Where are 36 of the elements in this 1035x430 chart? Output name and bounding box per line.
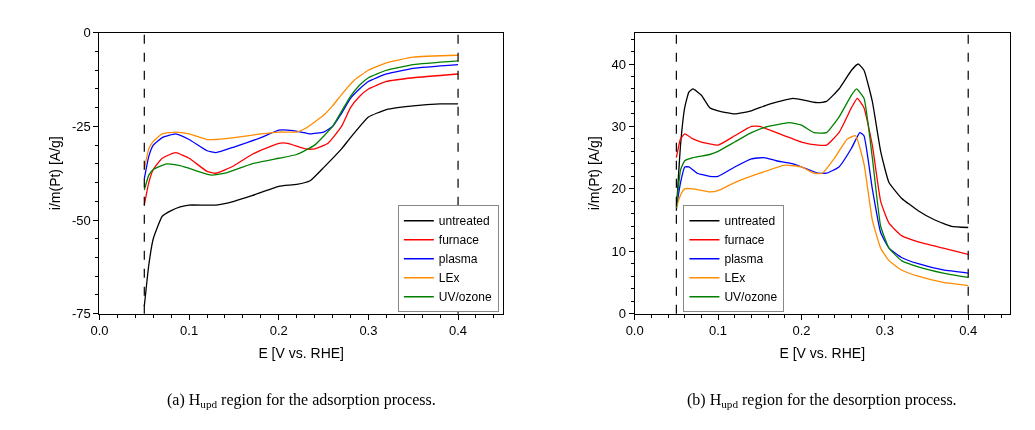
x-tick-label: 0.3 <box>359 323 378 339</box>
x-tick-label: 0.4 <box>449 323 468 339</box>
x-tick-label: 0.3 <box>875 323 894 339</box>
x-tick-label: 0.1 <box>709 323 728 339</box>
x-tick-label: 0.1 <box>180 323 199 339</box>
y-axis-title: i/m(Pt) [A/g] <box>46 136 63 211</box>
x-axis-title: E [V vs. RHE] <box>258 344 344 361</box>
y-tick-label: 40 <box>611 56 626 72</box>
y-tick-label: -50 <box>71 212 91 228</box>
y-tick-label: 10 <box>611 243 626 259</box>
y-tick-label: 0 <box>83 25 91 41</box>
y-tick-label: 0 <box>618 306 626 322</box>
legend-label: untreated <box>438 214 490 229</box>
y-tick-label: -25 <box>71 118 91 134</box>
x-tick-label: 0.4 <box>959 323 978 339</box>
y-tick-label: -75 <box>71 306 91 322</box>
x-tick-label: 0.2 <box>792 323 811 339</box>
legend-label: plasma <box>724 252 764 267</box>
text: (b) H$_{upd}$ region for the desorption process. <box>687 391 957 411</box>
x-tick-label: 0.0 <box>90 323 109 339</box>
x-axis-title: E [V vs. RHE] <box>779 344 866 361</box>
legend-label: furnace <box>438 233 480 248</box>
legend-label: LEx <box>724 271 746 286</box>
legend-label: furnace <box>724 233 765 248</box>
y-axis-title: i/m(Pt) [A/g] <box>586 136 603 211</box>
legend-label: UV/ozone <box>724 290 778 305</box>
legend-label: plasma <box>438 252 478 267</box>
y-tick-label: 20 <box>611 181 626 197</box>
y-tick-label: 30 <box>611 118 626 134</box>
line-series <box>675 97 969 256</box>
x-tick-label: 0.0 <box>625 323 644 339</box>
x-tick-label: 0.2 <box>269 323 288 339</box>
legend-label: LEx <box>438 271 460 286</box>
legend-label: UV/ozone <box>438 290 492 305</box>
legend-label: untreated <box>724 214 776 229</box>
text: (a) H$_{upd}$ region for the adsorption process. <box>167 391 436 411</box>
